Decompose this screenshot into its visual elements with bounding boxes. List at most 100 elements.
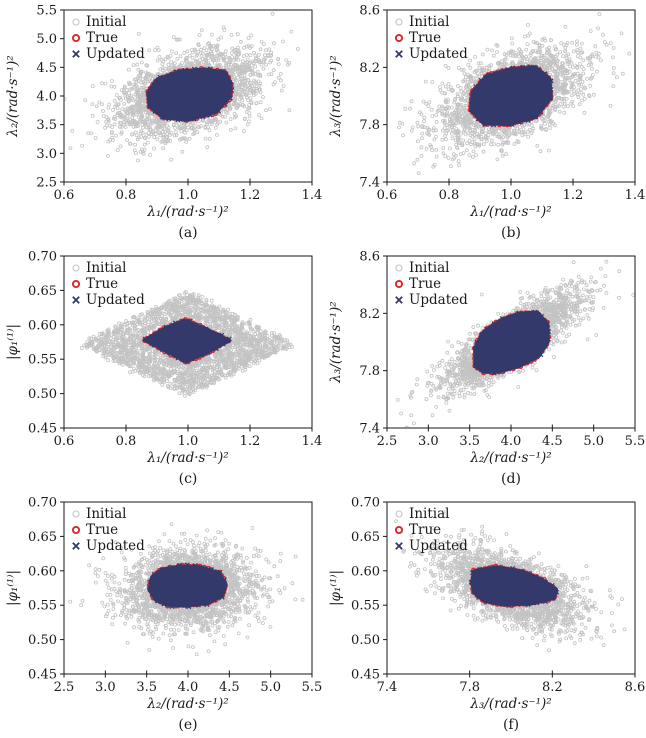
x-tick-label: 3.0 [95, 680, 116, 695]
y-tick-label: 0.65 [28, 284, 57, 299]
plot-area [395, 259, 635, 428]
y-tick-label: 8.6 [359, 250, 380, 265]
y-axis: 0.45 0.50 0.55 0.60 0.65 0.70 [351, 496, 387, 683]
y-axis-label: |φ₁⁽¹⁾| [5, 570, 21, 606]
x-tick-label: 2.5 [54, 680, 75, 695]
x-tick-label: 0.6 [377, 188, 398, 203]
chart-d: 2.5 3.0 3.5 4.0 4.5 5.0 5.5 7.4 7.8 8.2 8.6 λ₂/(rad… [328, 250, 645, 488]
legend-initial-marker-icon [395, 18, 403, 26]
legend-initial-marker-icon [72, 510, 80, 518]
x-tick-label: 1.4 [302, 188, 323, 203]
updated-region [146, 67, 233, 122]
x-tick-label: 0.6 [54, 188, 75, 203]
x-axis-label: λ₂/(rad·s⁻¹)² [469, 450, 551, 466]
y-tick-label: 7.4 [359, 176, 380, 191]
x-axis: 0.6 0.8 1.0 1.2 1.4 [54, 424, 322, 449]
y-tick-label: 0.70 [351, 496, 380, 511]
y-tick-label: 0.55 [28, 353, 57, 368]
x-tick-label: 1.4 [625, 188, 646, 203]
y-tick-label: 0.70 [28, 496, 57, 511]
legend-updated-marker-icon [395, 542, 403, 550]
y-axis-label: λ₂/(rad·s⁻¹)² [5, 55, 21, 137]
x-axis-label: λ₁/(rad·s⁻¹)² [146, 450, 228, 466]
legend-true-marker-icon [394, 525, 404, 535]
updated-x-markers [142, 318, 232, 364]
legend-label: Updated [86, 292, 145, 308]
updated-x-markers [147, 562, 227, 610]
y-tick-label: 8.2 [359, 307, 380, 322]
legend-initial-marker-icon [72, 18, 80, 26]
legend-label: True [409, 522, 441, 538]
y-tick-label: 0.50 [28, 387, 57, 402]
x-tick-label: 0.8 [116, 434, 137, 449]
legend-updated-marker-icon [395, 50, 403, 58]
x-tick-label: 2.5 [377, 434, 398, 449]
x-tick-label: 1.2 [240, 434, 261, 449]
x-axis: 0.6 0.8 1.0 1.2 1.4 [54, 178, 323, 203]
y-axis: 2.5 3.0 3.5 4.0 4.5 5.0 5.5 [36, 4, 64, 191]
scatter-panel-f: 7.4 7.8 8.2 8.6 0.45 0.50 0.55 0.60 0.65 0.70 λ₃/(… [323, 492, 646, 738]
axes: 0.6 0.8 1.0 1.2 1.4 7.4 7.8 8.2 8.6 [359, 4, 645, 204]
legend-label: Initial [409, 260, 449, 276]
panel-caption: (f) [503, 717, 519, 733]
y-tick-label: 4.5 [36, 61, 57, 76]
y-tick-label: 3.0 [36, 147, 57, 162]
y-axis-label: |φ₁⁽¹⁾| [5, 324, 21, 360]
y-tick-label: 4.0 [36, 90, 57, 105]
chart-c: 0.6 0.8 1.0 1.2 1.4 0.45 0.50 0.55 0.60 0.65 0.70 λ… [5, 250, 322, 488]
x-axis-label: λ₁/(rad·s⁻¹)² [469, 204, 551, 220]
x-tick-label: 0.6 [54, 434, 75, 449]
legend-label: Initial [409, 14, 449, 30]
panel-caption: (d) [501, 471, 521, 487]
y-tick-label: 0.45 [28, 668, 57, 683]
legend-updated-marker-icon [72, 50, 80, 58]
y-axis-label: λ₃/(rad·s⁻¹)² [328, 55, 344, 137]
chart-a: 0.6 0.8 1.0 1.2 1.4 2.5 3.0 3.5 4.0 4.5 5.0 5.5 λ₁/(… [5, 4, 322, 242]
updated-x-markers [146, 66, 235, 123]
chart-f: 7.4 7.8 8.2 8.6 0.45 0.50 0.55 0.60 0.65 0.70 λ₃/(… [328, 496, 645, 734]
y-tick-label: 0.60 [28, 318, 57, 333]
x-axis: 7.4 7.8 8.2 8.6 [377, 670, 645, 695]
legend-label: True [86, 30, 118, 46]
legend-label: Updated [86, 538, 145, 554]
y-tick-label: 8.6 [359, 4, 380, 19]
legend-initial-marker-icon [395, 264, 403, 272]
y-tick-label: 5.5 [36, 4, 57, 19]
x-tick-label: 3.0 [418, 434, 439, 449]
panel-caption: (e) [178, 717, 197, 733]
x-axis-label: λ₂/(rad·s⁻¹)² [146, 696, 228, 712]
legend-updated-marker-icon [72, 542, 80, 550]
axes: 0.6 0.8 1.0 1.2 1.4 2.5 3.0 3.5 4.0 4.5 5.0 5.5 [36, 4, 322, 204]
y-tick-label: 8.2 [359, 61, 380, 76]
x-tick-label: 1.0 [178, 188, 199, 203]
x-tick-label: 4.5 [219, 680, 240, 695]
updated-x-markers [468, 565, 560, 608]
x-tick-label: 4.0 [501, 434, 522, 449]
chart-b: 0.6 0.8 1.0 1.2 1.4 7.4 7.8 8.2 8.6 λ₁/(rad·s⁻¹)²… [328, 4, 645, 242]
y-axis-label: λ₃/(rad·s⁻¹)² [328, 301, 344, 383]
x-tick-label: 7.4 [377, 680, 398, 695]
plot-border [386, 501, 636, 675]
x-axis: 0.6 0.8 1.0 1.2 1.4 [377, 178, 646, 203]
plot-area [68, 522, 305, 657]
y-axis: 0.45 0.50 0.55 0.60 0.65 0.70 [28, 250, 64, 437]
axes: 7.4 7.8 8.2 8.6 0.45 0.50 0.55 0.60 0.65 0.70 [351, 496, 645, 696]
legend-label: Updated [409, 46, 468, 62]
scatter-panel-a: 0.6 0.8 1.0 1.2 1.4 2.5 3.0 3.5 4.0 4.5 5.0 5.5 λ₁/(… [0, 0, 323, 246]
y-tick-label: 0.45 [351, 668, 380, 683]
axes: 2.5 3.0 3.5 4.0 4.5 5.0 5.5 7.4 7.8 8.2 8.6 [359, 250, 645, 450]
legend-label: True [409, 30, 441, 46]
panel-caption: (b) [501, 225, 521, 241]
scatter-panel-b: 0.6 0.8 1.0 1.2 1.4 7.4 7.8 8.2 8.6 λ₁/(rad·s⁻¹)²… [323, 0, 646, 246]
legend-label: Updated [409, 538, 468, 554]
scatter-panel-d: 2.5 3.0 3.5 4.0 4.5 5.0 5.5 7.4 7.8 8.2 8.6 λ₂/(rad… [323, 246, 646, 492]
y-tick-label: 3.5 [36, 118, 57, 133]
y-tick-label: 2.5 [36, 176, 57, 191]
x-axis: 2.5 3.0 3.5 4.0 4.5 5.0 5.5 [54, 670, 322, 695]
y-tick-label: 0.65 [28, 530, 57, 545]
